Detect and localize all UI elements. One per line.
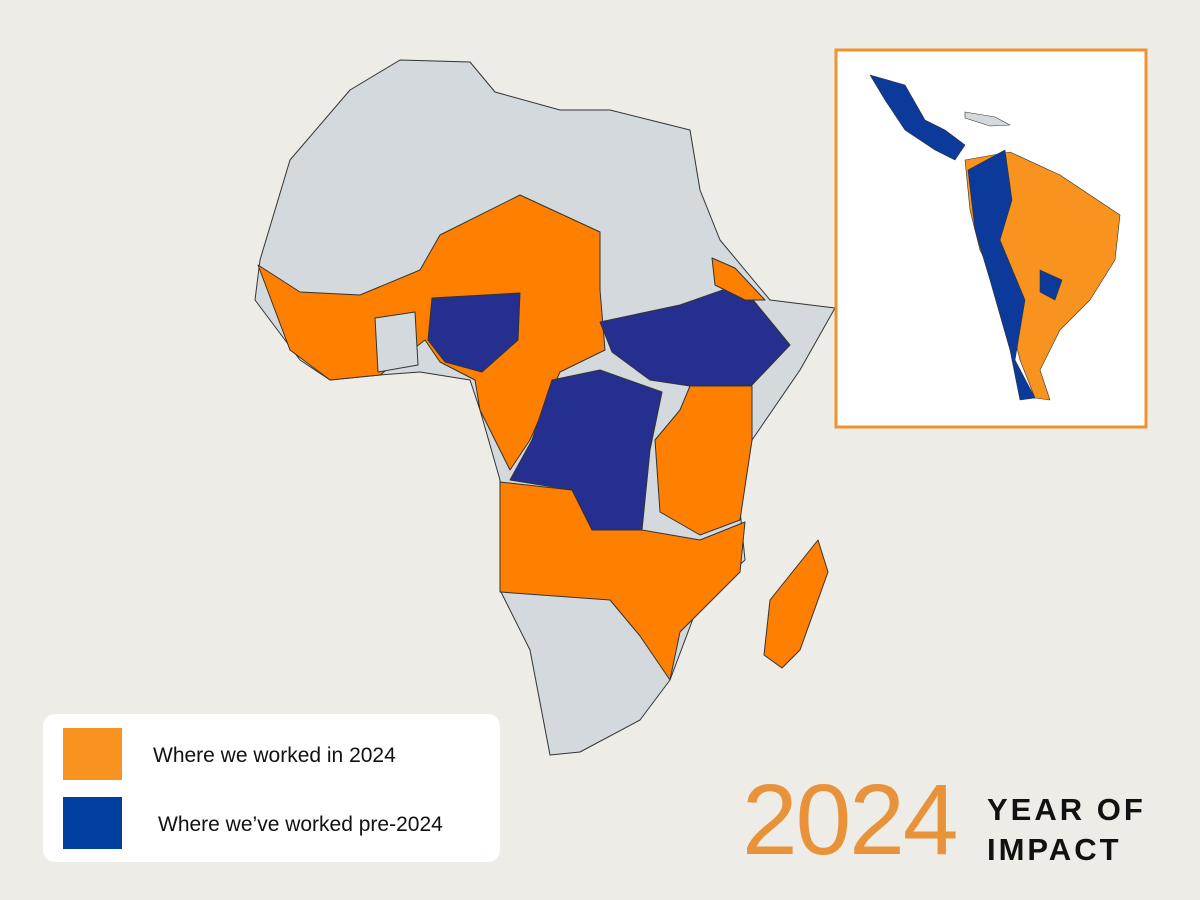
region-ghana-togo: [374, 311, 419, 373]
inset-mexico: [869, 74, 966, 161]
region-2024-east: [654, 385, 753, 536]
badge-line: IMPACT: [987, 832, 1122, 867]
legend: Where we worked in 2024 Where we’ve work…: [43, 714, 500, 862]
badge-line: YEAR OF: [987, 792, 1146, 827]
region-2024-south: [499, 481, 746, 681]
legend-swatch: [63, 797, 122, 849]
inset-paraguay: [1039, 269, 1063, 301]
badge-year: 2024: [742, 764, 958, 876]
madagascar: [763, 539, 829, 669]
legend-swatch: [63, 728, 122, 780]
inset-caribbean: [964, 111, 1011, 127]
region-pre-nigeria: [427, 292, 521, 373]
legend-label: Where we’ve worked pre-2024: [158, 813, 443, 836]
inset-west-coast: [967, 149, 1036, 401]
legend-label: Where we worked in 2024: [153, 744, 396, 767]
region-2024-horn: [711, 257, 766, 301]
region-pre-east: [599, 283, 791, 387]
